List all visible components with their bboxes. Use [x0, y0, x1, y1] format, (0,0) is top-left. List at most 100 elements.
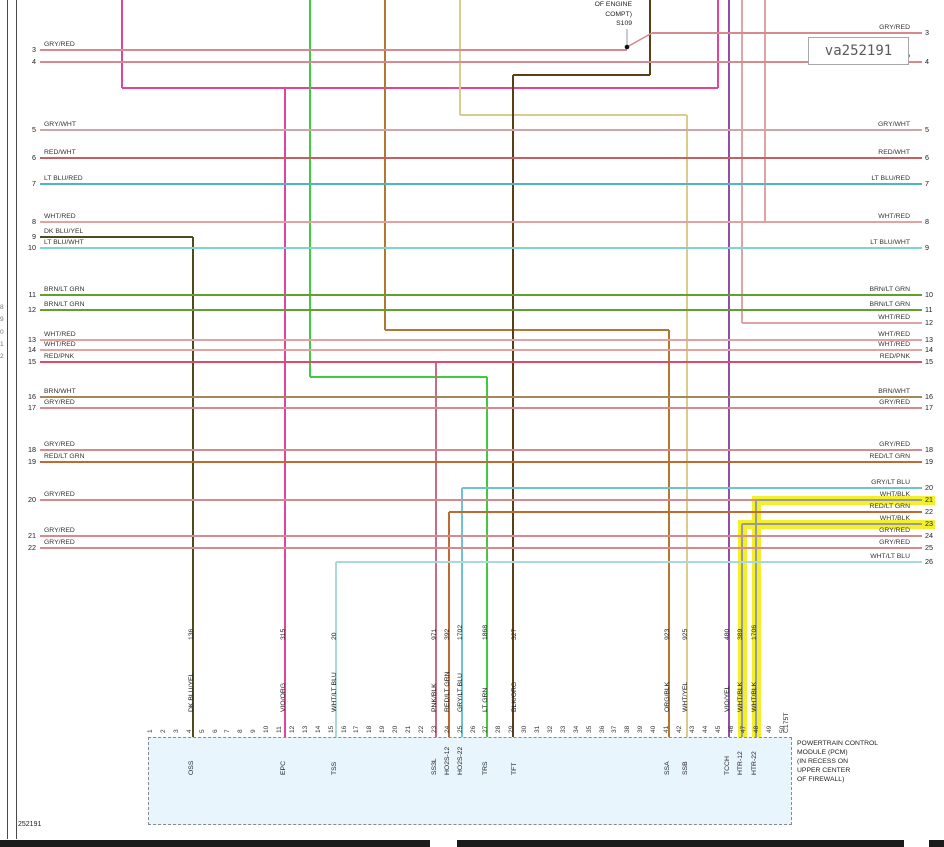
wire-jog	[460, 114, 687, 116]
pin-number: 42	[675, 725, 683, 733]
wire-label-left: GRY/RED	[44, 490, 75, 498]
pin-label: TCCH	[724, 756, 731, 775]
wire-h	[652, 32, 922, 34]
pin-number: 48	[753, 725, 761, 733]
wire-v	[335, 562, 337, 737]
pin-number: 44	[701, 725, 709, 733]
wire-v	[741, 524, 743, 737]
wire-label-left: GRY/RED	[44, 398, 75, 406]
edge-digit: 8	[0, 304, 4, 311]
pin-number: 26	[469, 725, 477, 733]
pin-number: 2	[159, 729, 167, 733]
wire-v	[192, 237, 194, 737]
wire-h	[40, 339, 922, 341]
wire-jog	[310, 376, 487, 378]
wire-h	[40, 407, 922, 409]
wire-h	[40, 49, 627, 51]
wire-color-label: BLK/ORG	[511, 681, 518, 712]
wire-color-label: PNK/BLK	[431, 683, 438, 712]
wire-number-right: 21	[925, 495, 933, 504]
wire-label-right: WHT/RED	[878, 330, 910, 338]
wire-label-right: WHT/RED	[878, 313, 910, 321]
wire-number-left: 11	[28, 290, 36, 299]
wire-number-right: 12	[925, 318, 933, 327]
splice-name: S109	[616, 20, 632, 27]
wire-number-left: 13	[28, 335, 36, 344]
wire-v	[384, 0, 386, 330]
pcm-note-line: POWERTRAIN CONTROL	[797, 740, 879, 747]
wire-number-right: 15	[925, 357, 933, 366]
wire-label-right: BRN/WHT	[878, 387, 910, 395]
wire-h	[40, 183, 922, 185]
wire-number-right: 25	[925, 543, 933, 552]
circuit-number: 327	[511, 628, 518, 640]
wire-number-left: 7	[32, 179, 36, 188]
wire-number-right: 22	[925, 507, 933, 516]
wire-color-label: VIO/ORG	[280, 682, 287, 712]
pin-label: TRS	[482, 761, 489, 775]
pin-label: OSS	[188, 760, 195, 775]
wire-h	[40, 535, 922, 537]
wire-label-left: GRY/RED	[44, 440, 75, 448]
wire-label-right: WHT/RED	[878, 212, 910, 220]
pin-number: 45	[714, 725, 722, 733]
wire-h	[449, 511, 922, 513]
wire-number-left: 9	[32, 232, 36, 241]
wire-color-label: WHT/YEL	[682, 681, 689, 712]
circuit-number: 20	[331, 632, 338, 640]
wire-color-label: WHT/BLK	[751, 681, 758, 712]
pin-number: 24	[443, 725, 451, 733]
wire-v	[649, 0, 651, 75]
wire-h	[462, 487, 922, 489]
wire-label-right: GRY/RED	[879, 23, 910, 31]
wire-label-right: WHT/BLK	[879, 514, 910, 522]
wire-label-right: RED/WHT	[878, 148, 910, 156]
wire-color-label: ORG/BLK	[664, 681, 671, 712]
wire-h	[40, 129, 922, 131]
watermark-badge: va252191	[808, 37, 909, 65]
wire-label-right: LT BLU/WHT	[870, 238, 910, 246]
pin-number: 31	[534, 725, 541, 733]
page-border-line	[7, 0, 8, 839]
wire-number-right: 17	[925, 403, 933, 412]
wire-label-right: WHT/LT BLU	[870, 552, 910, 560]
pin-number: 3	[172, 729, 180, 733]
pcm-note-line: (IN RECESS ON	[797, 758, 848, 765]
circuit-number: 389	[737, 628, 744, 640]
wire-v	[755, 500, 757, 737]
wire-number-left: 20	[28, 495, 36, 504]
wire-number-left: 4	[32, 57, 36, 66]
wire-label-left: WHT/RED	[44, 340, 76, 348]
pin-number: 22	[417, 725, 425, 733]
bottom-bar	[457, 840, 904, 847]
wire-number-left: 15	[28, 357, 36, 366]
wire-label-right: RED/LT GRN	[869, 502, 910, 510]
wire-h	[40, 461, 922, 463]
wire-number-right: 9	[925, 243, 929, 252]
wire-v	[764, 0, 766, 222]
bottom-bar	[0, 840, 430, 847]
pin-number: 17	[353, 725, 361, 733]
wire-number-left: 14	[28, 345, 36, 354]
wire-number-left: 8	[32, 217, 36, 226]
wire-jog	[122, 87, 718, 89]
pcm-note-line: MODULE (PCM)	[797, 749, 848, 756]
wire-number-left: 17	[28, 403, 36, 412]
pin-label: SSB	[682, 761, 689, 775]
pin-number: 23	[430, 725, 438, 733]
wire-number-left: 3	[32, 45, 36, 54]
wire-number-left: 19	[28, 457, 36, 466]
pin-number: 1	[147, 729, 154, 733]
wire-v	[309, 0, 311, 377]
wire-h	[40, 236, 193, 238]
wire-color-label: DK BLU/YEL	[188, 672, 195, 712]
sheet-number: 252191	[18, 821, 42, 828]
pin-number: 12	[288, 725, 296, 733]
wire-v	[459, 0, 461, 115]
wire-label-left: RED/PNK	[44, 352, 75, 360]
wire-color-label: VIO/YEL	[724, 685, 731, 712]
wire-color-label: GRY/LT BLU	[457, 673, 464, 712]
wire-number-right: 13	[925, 335, 933, 344]
pin-number: 20	[392, 725, 400, 733]
wire-h	[40, 294, 922, 296]
